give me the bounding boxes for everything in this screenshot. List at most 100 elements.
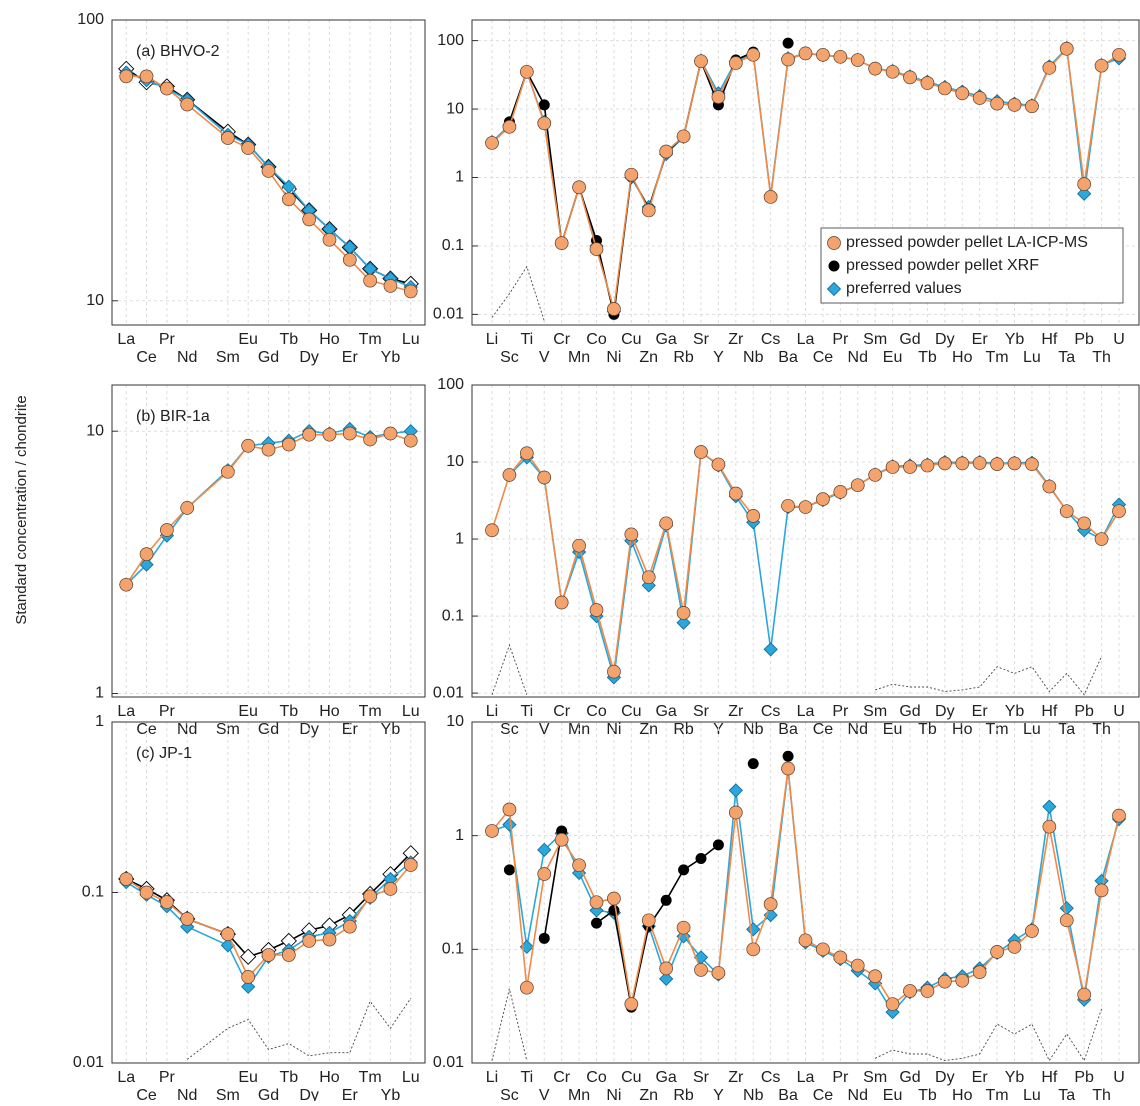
marker — [694, 962, 708, 977]
marker — [624, 167, 639, 182]
marker — [503, 864, 515, 876]
x-tick-label: Gd — [899, 1069, 920, 1086]
x-tick-label: La — [117, 703, 135, 720]
x-tick-label: Ti — [520, 703, 533, 720]
marker — [485, 523, 499, 538]
x-tick-label: Cu — [621, 1069, 641, 1086]
y-tick-label: 0.01 — [73, 1054, 104, 1071]
panel: LiScTiVCrMnCoNiCuZnGaRbSrYZrNbCsBaLaCePr… — [433, 376, 1140, 738]
x-tick-label: Pr — [832, 331, 849, 348]
marker — [781, 498, 795, 513]
marker — [139, 547, 154, 561]
x-tick-label: Pr — [159, 1069, 176, 1086]
marker — [1112, 47, 1126, 62]
marker — [746, 942, 761, 957]
x-tick-label: Lu — [1023, 349, 1041, 366]
marker — [1094, 532, 1109, 546]
x-tick-label: U — [1113, 1069, 1125, 1086]
x-tick-label: Li — [486, 1069, 498, 1086]
marker — [281, 948, 296, 962]
marker — [537, 867, 552, 881]
x-tick-label: Eu — [238, 331, 258, 348]
marker — [816, 492, 830, 506]
marker — [139, 69, 154, 84]
marker — [712, 839, 724, 851]
panel: LiScTiVCrMnCoNiCuZnGaRbSrYZrNbCsBaLaCePr… — [433, 19, 1140, 366]
x-tick-label: Dy — [935, 1069, 955, 1086]
marker — [972, 965, 987, 979]
marker — [589, 603, 604, 617]
marker — [342, 919, 357, 934]
marker — [180, 912, 195, 926]
marker — [920, 984, 935, 998]
x-tick-label: Nb — [743, 349, 764, 366]
marker — [1059, 901, 1074, 916]
marker — [763, 642, 778, 657]
marker — [302, 934, 316, 948]
marker — [502, 817, 517, 832]
x-tick-label: U — [1113, 331, 1125, 348]
marker — [990, 457, 1004, 471]
marker — [747, 758, 759, 770]
x-tick-label: Ho — [952, 1087, 973, 1101]
marker — [833, 49, 848, 64]
x-tick-label: Gd — [899, 331, 920, 348]
marker — [676, 606, 691, 620]
marker — [990, 96, 1004, 111]
x-tick-label: Lu — [402, 331, 420, 348]
x-tick-label: Sr — [693, 331, 710, 348]
x-tick-label: Dy — [299, 1087, 319, 1101]
x-tick-label: Tm — [986, 1087, 1009, 1101]
marker — [363, 432, 377, 447]
x-tick-label: Cs — [761, 331, 781, 348]
x-tick-label: Ga — [655, 331, 676, 348]
y-tick-label: 1 — [455, 530, 464, 547]
marker — [660, 894, 672, 906]
x-tick-label: Er — [972, 703, 989, 720]
marker — [868, 61, 883, 76]
x-tick-label: Cs — [761, 703, 781, 720]
x-tick-label: Rb — [673, 1087, 694, 1101]
x-tick-label: Zr — [728, 331, 744, 348]
y-tick-label: 10 — [446, 713, 464, 730]
x-tick-label: Nd — [848, 349, 868, 366]
marker — [833, 950, 848, 965]
x-tick-label: Mn — [568, 1087, 590, 1101]
marker — [676, 129, 691, 144]
x-tick-label: Li — [486, 331, 498, 348]
marker — [694, 445, 708, 459]
plot-frame — [111, 721, 426, 1064]
marker — [180, 501, 195, 515]
x-tick-label: Co — [586, 703, 607, 720]
marker — [607, 302, 621, 316]
marker — [972, 91, 987, 105]
marker — [403, 433, 418, 448]
marker — [554, 832, 569, 847]
x-tick-label: Th — [1092, 349, 1111, 366]
y-tick-label: 0.1 — [442, 607, 464, 624]
marker — [1042, 479, 1057, 494]
marker — [816, 942, 830, 957]
marker — [261, 948, 276, 962]
x-tick-label: Pb — [1074, 331, 1094, 348]
legend-label: pressed powder pellet LA-ICP-MS — [846, 234, 1088, 251]
x-tick-label: Sc — [500, 349, 519, 366]
x-tick-label: Gd — [258, 1087, 279, 1101]
marker — [746, 47, 761, 62]
x-tick-label: Ba — [778, 1087, 798, 1101]
marker — [1007, 98, 1022, 112]
panel-label: (a) BHVO-2 — [136, 43, 220, 60]
x-tick-label: Lu — [402, 703, 420, 720]
x-tick-label: Er — [342, 1087, 359, 1101]
x-tick-label: Gd — [258, 349, 279, 366]
marker — [1077, 516, 1092, 531]
marker — [485, 136, 499, 150]
x-tick-label: Ta — [1058, 349, 1075, 366]
x-tick-label: Ni — [606, 1087, 621, 1101]
marker — [607, 891, 621, 906]
marker — [955, 973, 970, 988]
x-tick-label: Rb — [673, 349, 694, 366]
x-tick-label: Sm — [863, 331, 887, 348]
